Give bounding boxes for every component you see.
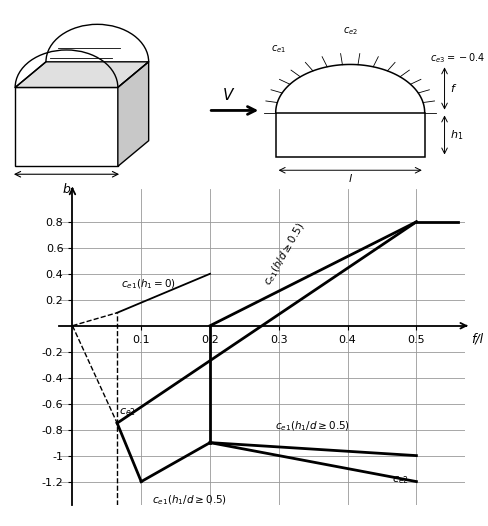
Text: $c_{e1}(h_1=0)$: $c_{e1}(h_1=0)$ [121, 277, 175, 291]
Polygon shape [118, 62, 148, 166]
Text: f/l: f/l [470, 333, 483, 346]
Text: $c_{e2}$: $c_{e2}$ [342, 25, 357, 37]
Text: $c_{e1}(h_1/d\geq0.5)$: $c_{e1}(h_1/d\geq0.5)$ [151, 493, 226, 507]
Text: $c_{e2}$: $c_{e2}$ [392, 474, 408, 486]
Text: $f$: $f$ [448, 83, 456, 95]
Text: $c_{e2}$: $c_{e2}$ [119, 406, 136, 418]
Text: $c_{e1}(h_1/d\geq0.5)$: $c_{e1}(h_1/d\geq0.5)$ [275, 419, 350, 433]
Text: $c_{e3}=-0.4$: $c_{e3}=-0.4$ [429, 51, 484, 65]
Text: $V$: $V$ [222, 87, 235, 103]
Text: $c_{e1}(h/d\geq0.5)$: $c_{e1}(h/d\geq0.5)$ [261, 220, 308, 288]
Text: $b$: $b$ [61, 182, 71, 196]
Text: $h_1$: $h_1$ [448, 128, 462, 142]
Text: $c_{e1}$: $c_{e1}$ [271, 43, 286, 55]
Text: $l$: $l$ [347, 172, 352, 184]
Polygon shape [15, 62, 148, 87]
